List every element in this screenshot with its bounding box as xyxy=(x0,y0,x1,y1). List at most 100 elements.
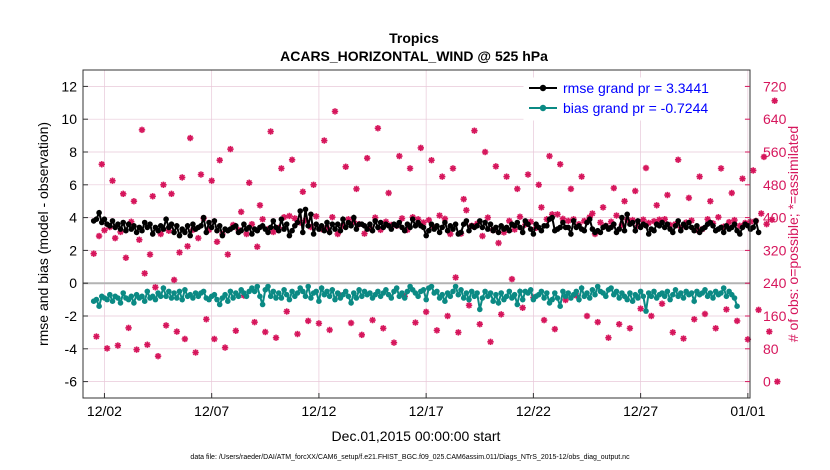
obs-marker xyxy=(439,173,446,180)
obs-marker-core xyxy=(633,189,637,193)
obs-marker xyxy=(514,185,521,193)
rmse-point xyxy=(621,227,628,234)
obs-marker-core xyxy=(660,302,664,306)
obs-marker xyxy=(538,204,545,211)
bias-point xyxy=(498,290,505,296)
rmse-point xyxy=(720,229,727,236)
bias-point xyxy=(718,290,724,296)
obs-marker xyxy=(578,173,585,180)
rmse-point xyxy=(348,223,354,229)
bias-point xyxy=(648,293,655,300)
rmse-point xyxy=(109,218,116,224)
bias-point xyxy=(707,290,714,296)
bias-point xyxy=(275,290,282,296)
obs-marker xyxy=(398,215,406,222)
rmse-point xyxy=(635,218,641,224)
rmse-point xyxy=(141,219,148,226)
y-right-tick-label: 720 xyxy=(763,78,787,94)
legend-rmse-label: rmse grand pr = 3.3441 xyxy=(563,80,709,96)
rmse-point xyxy=(149,231,156,237)
x-tick-label: 12/02 xyxy=(87,403,122,419)
obs-marker xyxy=(648,312,655,320)
obs-marker-core xyxy=(199,172,203,177)
obs-marker xyxy=(707,198,714,205)
rmse-point xyxy=(517,224,523,231)
obs-marker-core xyxy=(362,231,367,236)
rmse-point xyxy=(452,221,459,227)
obs-marker-core xyxy=(598,220,603,225)
chart-subtitle: ACARS_HORIZONTAL_WIND @ 525 hPa xyxy=(280,48,548,64)
rmse-point xyxy=(581,227,588,234)
bias-point xyxy=(324,288,330,295)
bias-point xyxy=(450,288,456,295)
obs-marker-core xyxy=(719,166,723,170)
obs-marker-core xyxy=(400,216,404,221)
obs-marker-core xyxy=(437,213,442,218)
bias-point xyxy=(93,296,100,303)
rmse-point xyxy=(182,229,188,236)
rmse-point xyxy=(305,223,312,229)
obs-marker-core xyxy=(100,162,104,166)
obs-marker-core xyxy=(445,314,450,318)
legend-bias-label: bias grand pr = -0.7244 xyxy=(563,100,708,116)
rmse-point xyxy=(396,219,403,226)
obs-marker xyxy=(208,177,215,184)
bias-point xyxy=(163,293,169,300)
obs-marker-core xyxy=(775,380,779,384)
bias-point xyxy=(334,290,341,296)
obs-marker-core xyxy=(504,175,509,179)
bias-point xyxy=(286,296,293,303)
bias-point xyxy=(257,293,263,300)
bias-point xyxy=(104,296,110,303)
obs-marker xyxy=(680,335,687,342)
obs-marker-core xyxy=(464,208,468,212)
obs-marker-core xyxy=(494,164,498,168)
obs-marker-core xyxy=(448,232,452,236)
bias-point xyxy=(353,295,360,301)
obs-marker xyxy=(184,243,191,250)
obs-marker xyxy=(195,234,202,242)
rmse-point xyxy=(278,216,285,222)
obs-marker-core xyxy=(228,147,233,151)
obs-marker xyxy=(149,193,156,200)
obs-marker xyxy=(556,161,564,168)
rmse-point xyxy=(482,219,488,226)
rmse-point xyxy=(340,216,346,222)
rmse-point xyxy=(233,223,239,229)
bias-point xyxy=(326,293,333,300)
bias-point xyxy=(651,288,657,295)
obs-marker xyxy=(254,243,261,250)
obs-marker-core xyxy=(215,240,219,244)
obs-marker xyxy=(259,216,266,223)
obs-marker xyxy=(176,249,183,256)
rmse-point xyxy=(463,218,470,224)
bias-point xyxy=(608,285,614,291)
obs-marker-core xyxy=(226,252,230,257)
rmse-point xyxy=(651,227,657,234)
bias-point xyxy=(479,295,486,301)
obs-marker-core xyxy=(287,214,292,218)
obs-marker xyxy=(246,179,253,186)
rmse-point xyxy=(619,214,625,221)
bias-point xyxy=(259,301,266,308)
bias-point xyxy=(463,290,470,296)
legend: rmse grand pr = 3.3441 bias grand pr = -… xyxy=(523,77,745,121)
bias-point xyxy=(557,303,563,310)
y-axis-left-label: rmse and bias (model - observation) xyxy=(35,122,51,346)
bias-point xyxy=(442,298,448,305)
rmse-point xyxy=(211,218,218,224)
rmse-point xyxy=(281,226,287,232)
obs-marker-core xyxy=(421,220,426,225)
obs-marker-core xyxy=(121,192,125,196)
obs-marker xyxy=(141,270,148,277)
rmse-point xyxy=(487,221,494,227)
bias-point xyxy=(305,283,312,290)
obs-marker xyxy=(640,216,647,223)
obs-marker xyxy=(144,341,151,348)
obs-marker xyxy=(114,342,122,349)
bias-point xyxy=(351,290,357,296)
obs-marker xyxy=(758,210,765,217)
rmse-point xyxy=(737,231,743,237)
x-axis-label: Dec.01,2015 00:00:00 start xyxy=(332,428,501,444)
